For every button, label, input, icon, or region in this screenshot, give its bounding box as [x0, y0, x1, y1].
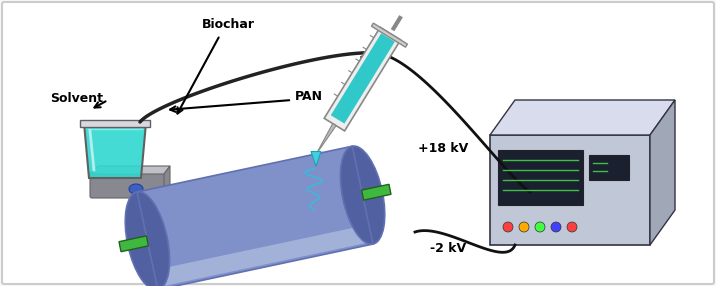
Polygon shape	[154, 225, 372, 286]
Text: PAN: PAN	[295, 90, 323, 102]
Text: Solvent: Solvent	[50, 92, 103, 104]
Circle shape	[503, 222, 513, 232]
Circle shape	[535, 222, 545, 232]
Polygon shape	[324, 27, 401, 131]
FancyBboxPatch shape	[490, 135, 650, 245]
Polygon shape	[316, 124, 336, 154]
Ellipse shape	[340, 146, 384, 244]
FancyBboxPatch shape	[589, 155, 629, 180]
Text: +18 kV: +18 kV	[418, 142, 468, 154]
Polygon shape	[84, 123, 146, 178]
Ellipse shape	[129, 184, 143, 194]
FancyBboxPatch shape	[90, 172, 166, 198]
Text: -2 kV: -2 kV	[430, 241, 466, 255]
Polygon shape	[650, 100, 675, 245]
Circle shape	[519, 222, 529, 232]
Text: Biochar: Biochar	[201, 18, 254, 31]
Polygon shape	[372, 23, 407, 47]
Polygon shape	[92, 166, 170, 174]
Polygon shape	[311, 152, 321, 166]
Polygon shape	[362, 184, 391, 200]
Polygon shape	[164, 166, 170, 196]
Polygon shape	[119, 236, 148, 252]
FancyBboxPatch shape	[498, 150, 583, 205]
Circle shape	[551, 222, 561, 232]
Polygon shape	[137, 146, 373, 286]
Polygon shape	[331, 33, 395, 124]
Circle shape	[567, 222, 577, 232]
Polygon shape	[80, 120, 150, 127]
Polygon shape	[490, 100, 675, 135]
Ellipse shape	[125, 192, 170, 286]
